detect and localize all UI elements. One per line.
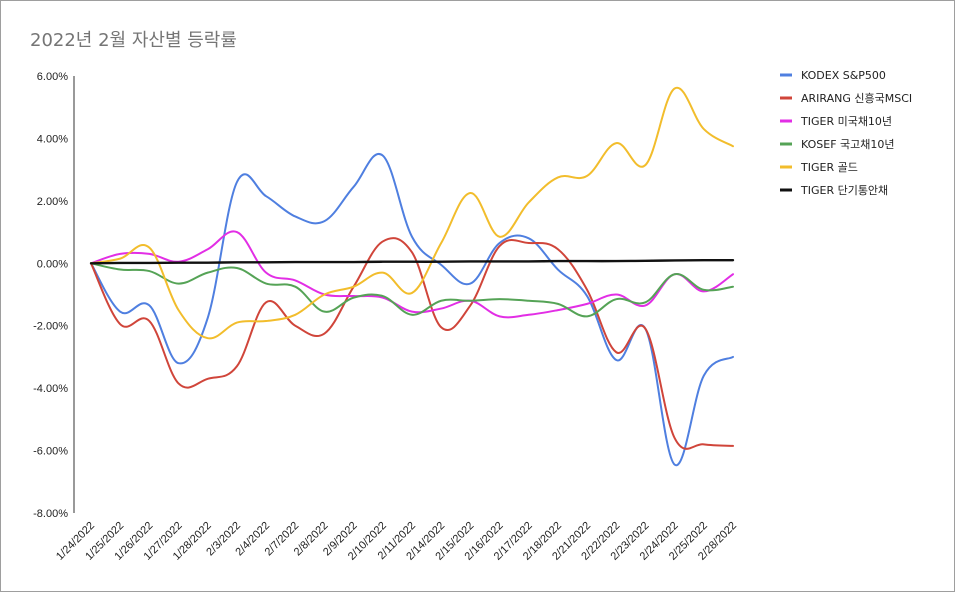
- series-line-1: [90, 152, 734, 466]
- series-line-5: [90, 86, 734, 340]
- y-tick-label: -6.00%: [33, 446, 68, 458]
- legend-label: KODEX S&P500: [801, 69, 886, 82]
- y-tick-label: 2.00%: [37, 196, 68, 208]
- legend-label: TIGER 미국채10년: [800, 115, 892, 128]
- series-line-2: [90, 237, 734, 450]
- series-line-6: [89, 258, 735, 265]
- chart-title: 2022년 2월 자산별 등락률: [30, 30, 237, 51]
- legend-label: KOSEF 국고채10년: [801, 138, 895, 151]
- legend-label: TIGER 단기통안채: [800, 184, 888, 197]
- legend-label: ARIRANG 신흥국MSCI: [801, 91, 912, 105]
- y-tick-label: -8.00%: [33, 508, 68, 520]
- y-tick-label: 0.00%: [37, 258, 68, 270]
- y-tick-label: 4.00%: [37, 133, 68, 145]
- y-tick-label: 6.00%: [37, 71, 68, 83]
- series-line-4: [90, 262, 734, 318]
- series-line-3: [90, 230, 734, 319]
- y-tick-label: -2.00%: [33, 321, 68, 333]
- legend-label: TIGER 골드: [800, 161, 858, 174]
- y-tick-label: -4.00%: [33, 383, 68, 395]
